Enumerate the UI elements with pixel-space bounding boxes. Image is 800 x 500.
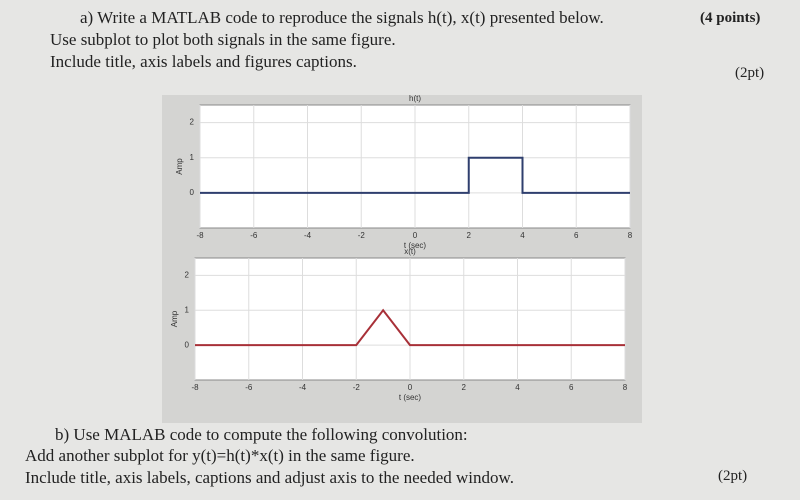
chart-title: h(t) [409, 94, 421, 103]
text-line: a) Write a MATLAB code to reproduce the … [80, 8, 604, 27]
y-tick-label: 2 [185, 271, 190, 280]
x-tick-label: 8 [623, 383, 628, 392]
y-axis-label: Amp [170, 310, 179, 327]
signal-line [200, 156, 630, 194]
x-tick-label: 4 [520, 231, 525, 240]
y-axis-label: Amp [175, 158, 184, 175]
x-tick-label: 0 [408, 383, 413, 392]
x-tick-label: -4 [299, 383, 307, 392]
x-tick-label: 6 [569, 383, 574, 392]
points: (2pt) [735, 65, 765, 81]
points: (2pt) [718, 468, 748, 484]
x-tick-label: -2 [358, 231, 366, 240]
x-tick-label: -6 [245, 383, 253, 392]
x-tick-label: 6 [574, 231, 579, 240]
y-tick-label: 0 [185, 340, 190, 349]
y-tick-label: 0 [190, 188, 195, 197]
chart-title: x(t) [404, 247, 416, 256]
x-tick-label: -2 [353, 383, 361, 392]
text-line: Include title, axis labels and figures c… [50, 52, 357, 71]
x-axis-label: t (sec) [399, 393, 422, 402]
y-tick-label: 2 [190, 118, 195, 127]
x-tick-label: -6 [250, 231, 258, 240]
x-tick-label: -4 [304, 231, 312, 240]
x-tick-label: -8 [191, 383, 199, 392]
text-line: Use subplot to plot both signals in the … [50, 30, 396, 49]
x-tick-label: 2 [462, 383, 467, 392]
text-line: Add another subplot for y(t)=h(t)*x(t) i… [25, 446, 415, 465]
x-tick-label: 8 [628, 231, 633, 240]
y-tick-label: 1 [185, 305, 190, 314]
y-tick-label: 1 [190, 153, 195, 162]
signal-line [195, 308, 625, 347]
points: (4 points) [700, 10, 761, 26]
text-line: b) Use MALAB code to compute the followi… [55, 425, 468, 444]
x-tick-label: 0 [413, 231, 418, 240]
x-tick-label: 4 [515, 383, 520, 392]
x-tick-label: -8 [196, 231, 204, 240]
x-axis-label: t (sec) [404, 241, 427, 250]
x-tick-label: 2 [467, 231, 472, 240]
text-line: Include title, axis labels, captions and… [25, 468, 514, 487]
